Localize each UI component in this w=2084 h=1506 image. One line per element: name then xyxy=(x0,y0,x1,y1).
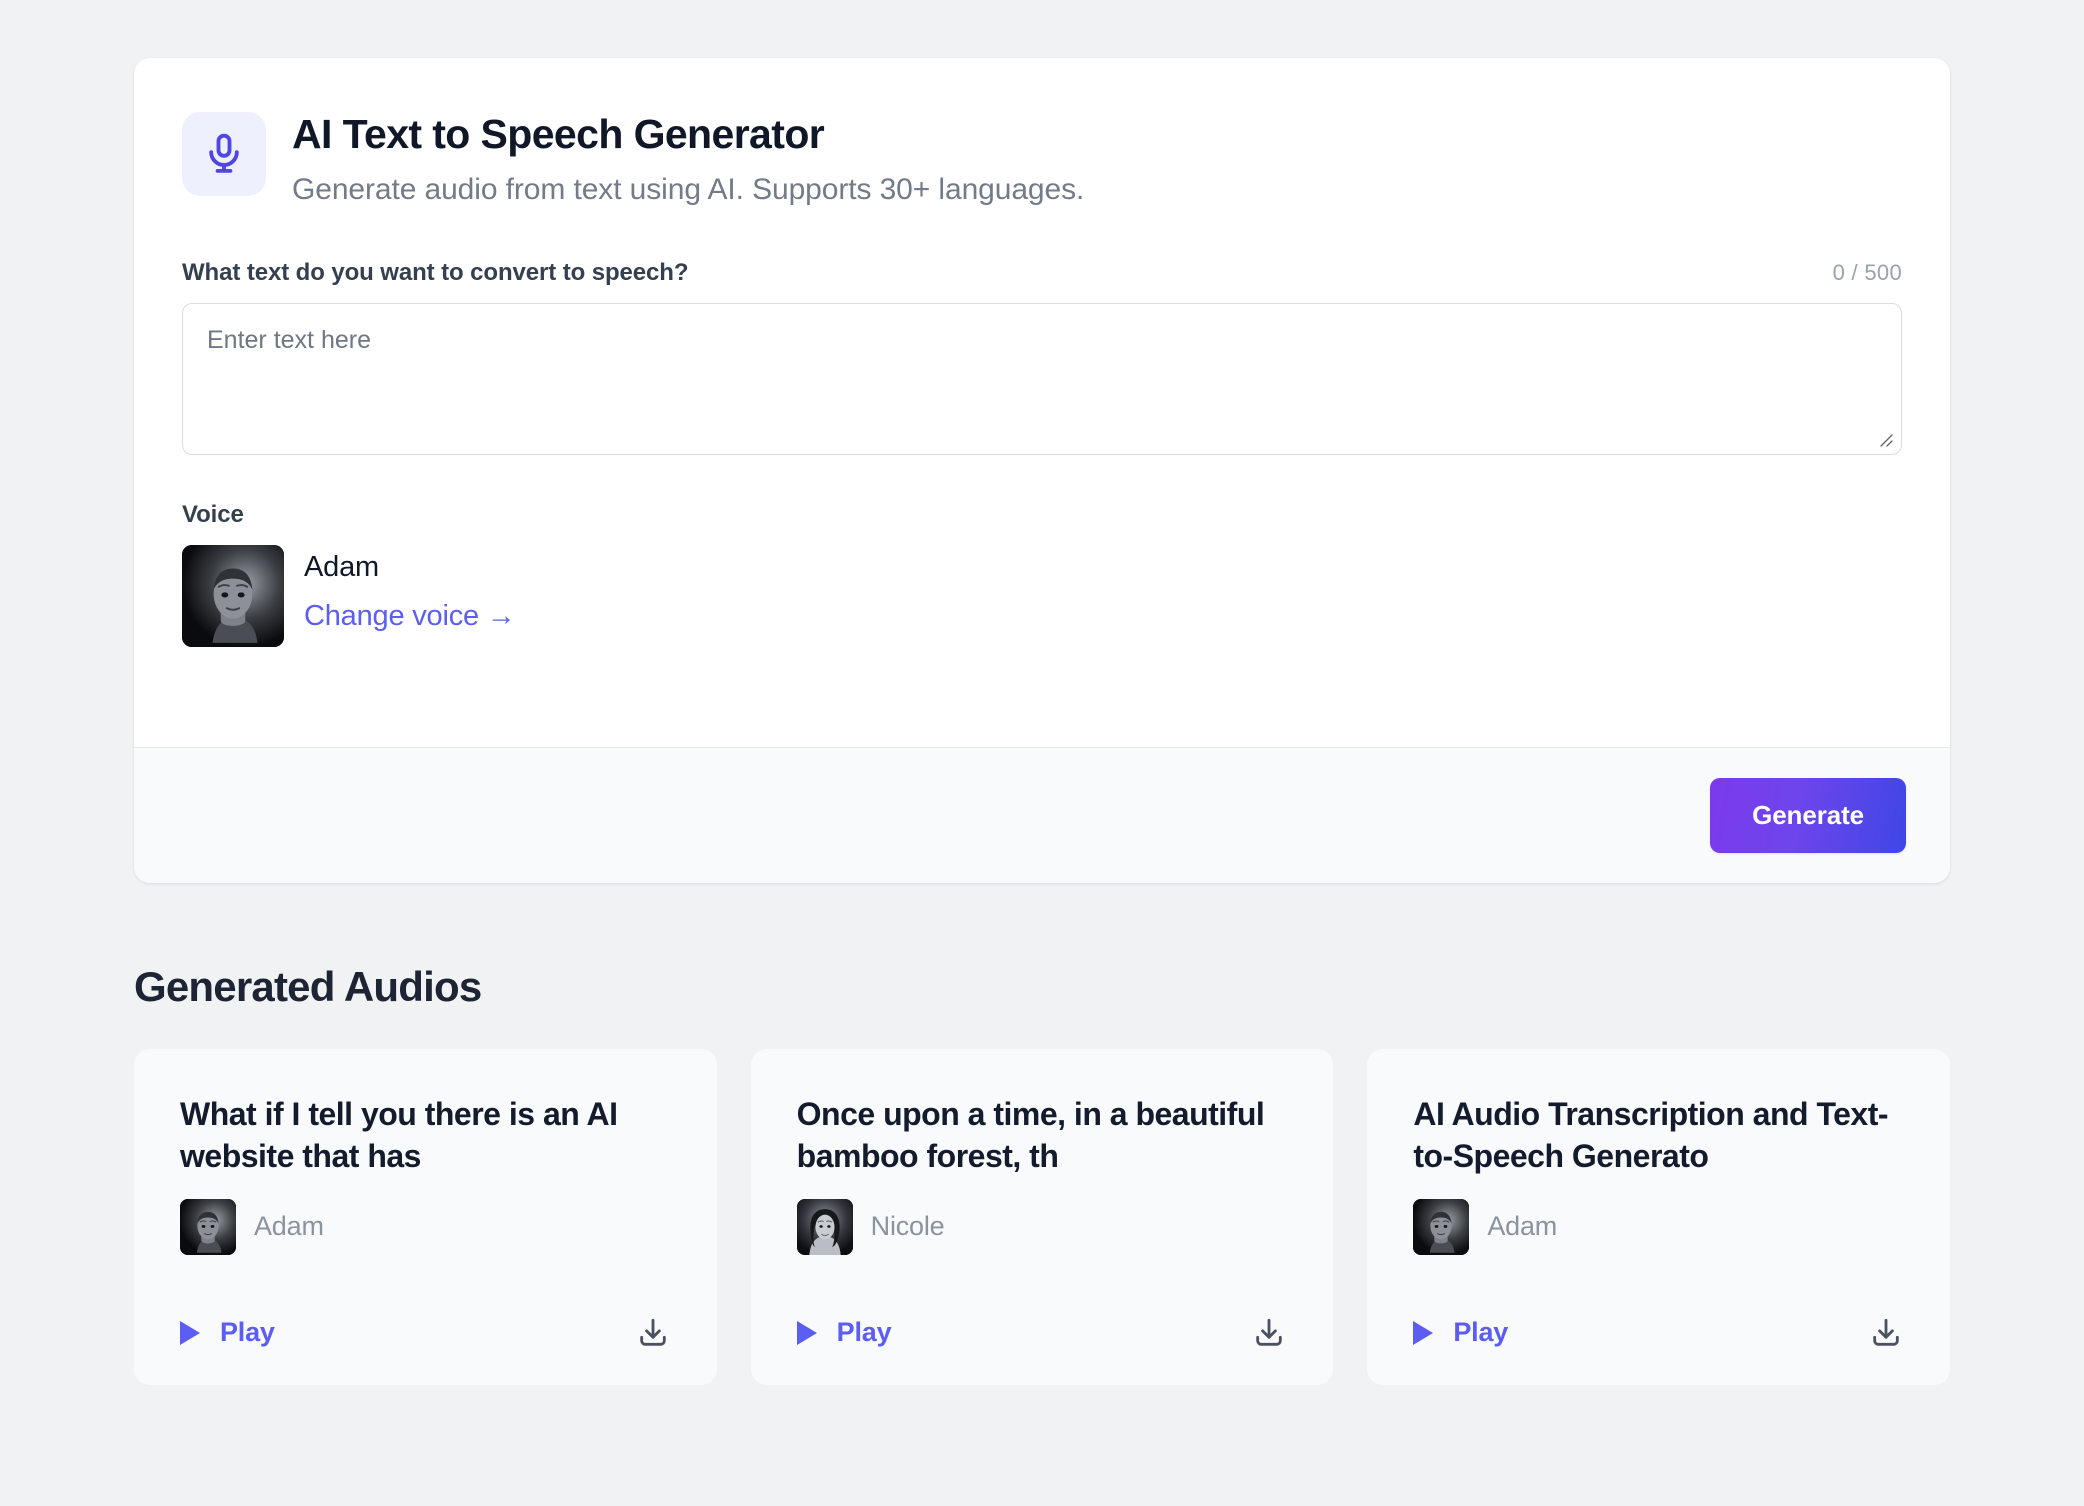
change-voice-link[interactable]: Change voice → xyxy=(304,599,516,632)
tool-header: AI Text to Speech Generator Generate aud… xyxy=(182,108,1902,209)
audio-actions: Play xyxy=(796,1281,1288,1351)
generated-audios-list: What if I tell you there is an AI websit… xyxy=(134,1048,1950,1385)
download-icon xyxy=(639,1318,666,1346)
audio-card[interactable]: Once upon a time, in a beautiful bamboo … xyxy=(750,1048,1334,1385)
avatar xyxy=(1413,1198,1470,1255)
avatar xyxy=(796,1198,853,1255)
page-subtitle: Generate audio from text using AI. Suppo… xyxy=(292,173,1085,207)
text-field-header: What text do you want to convert to spee… xyxy=(182,259,1902,287)
voice-meta: Adam Change voice → xyxy=(304,545,516,633)
audio-card[interactable]: What if I tell you there is an AI websit… xyxy=(134,1048,717,1385)
generated-audios-heading: Generated Audios xyxy=(134,962,482,1010)
play-button[interactable]: Play xyxy=(796,1317,892,1348)
avatar xyxy=(182,544,284,647)
audio-title: What if I tell you there is an AI websit… xyxy=(180,1095,618,1175)
play-button[interactable]: Play xyxy=(1413,1317,1508,1348)
audio-title: Once upon a time, in a beautiful bamboo … xyxy=(796,1095,1265,1175)
audio-voice-name: Nicole xyxy=(870,1211,945,1242)
audio-actions: Play xyxy=(1413,1281,1904,1351)
page-title: AI Text to Speech Generator xyxy=(292,111,825,157)
audio-voice-row: Adam xyxy=(180,1198,671,1255)
generator-body: AI Text to Speech Generator Generate aud… xyxy=(134,58,1950,747)
audio-card[interactable]: AI Audio Transcription and Text-to-Speec… xyxy=(1367,1048,1950,1385)
speech-text-input[interactable] xyxy=(182,302,1902,455)
voice-section: Voice Adam Change voice → xyxy=(182,501,1902,707)
download-button[interactable] xyxy=(1868,1315,1904,1351)
tts-generator-card: AI Text to Speech Generator Generate aud… xyxy=(134,58,1950,883)
audio-actions: Play xyxy=(180,1281,671,1351)
character-counter: 0 / 500 xyxy=(1832,259,1902,285)
play-icon xyxy=(1413,1320,1434,1345)
play-label: Play xyxy=(1453,1317,1509,1348)
play-icon xyxy=(180,1320,200,1345)
download-icon xyxy=(1256,1318,1283,1346)
text-input-wrapper xyxy=(182,302,1902,455)
selected-voice-row: Adam Change voice → xyxy=(182,544,1902,647)
play-label: Play xyxy=(220,1317,275,1348)
voice-label: Voice xyxy=(182,500,244,528)
audio-voice-name: Adam xyxy=(1487,1211,1558,1242)
selected-voice-name: Adam xyxy=(304,550,379,583)
download-button[interactable] xyxy=(635,1315,671,1351)
play-label: Play xyxy=(836,1317,892,1348)
audio-voice-row: Adam xyxy=(1413,1198,1904,1255)
audio-voice-row: Nicole xyxy=(796,1198,1288,1255)
audio-voice-name: Adam xyxy=(254,1211,324,1242)
generator-footer: Generate xyxy=(134,746,1950,883)
play-icon xyxy=(796,1320,817,1345)
title-block: AI Text to Speech Generator Generate aud… xyxy=(292,108,1084,209)
play-button[interactable]: Play xyxy=(180,1317,275,1348)
download-button[interactable] xyxy=(1251,1315,1287,1351)
microphone-icon xyxy=(182,112,266,196)
download-icon xyxy=(1873,1318,1899,1346)
generate-button[interactable]: Generate xyxy=(1710,777,1906,853)
audio-title: AI Audio Transcription and Text-to-Speec… xyxy=(1413,1095,1889,1175)
text-field-label: What text do you want to convert to spee… xyxy=(182,258,689,286)
avatar xyxy=(180,1198,236,1255)
